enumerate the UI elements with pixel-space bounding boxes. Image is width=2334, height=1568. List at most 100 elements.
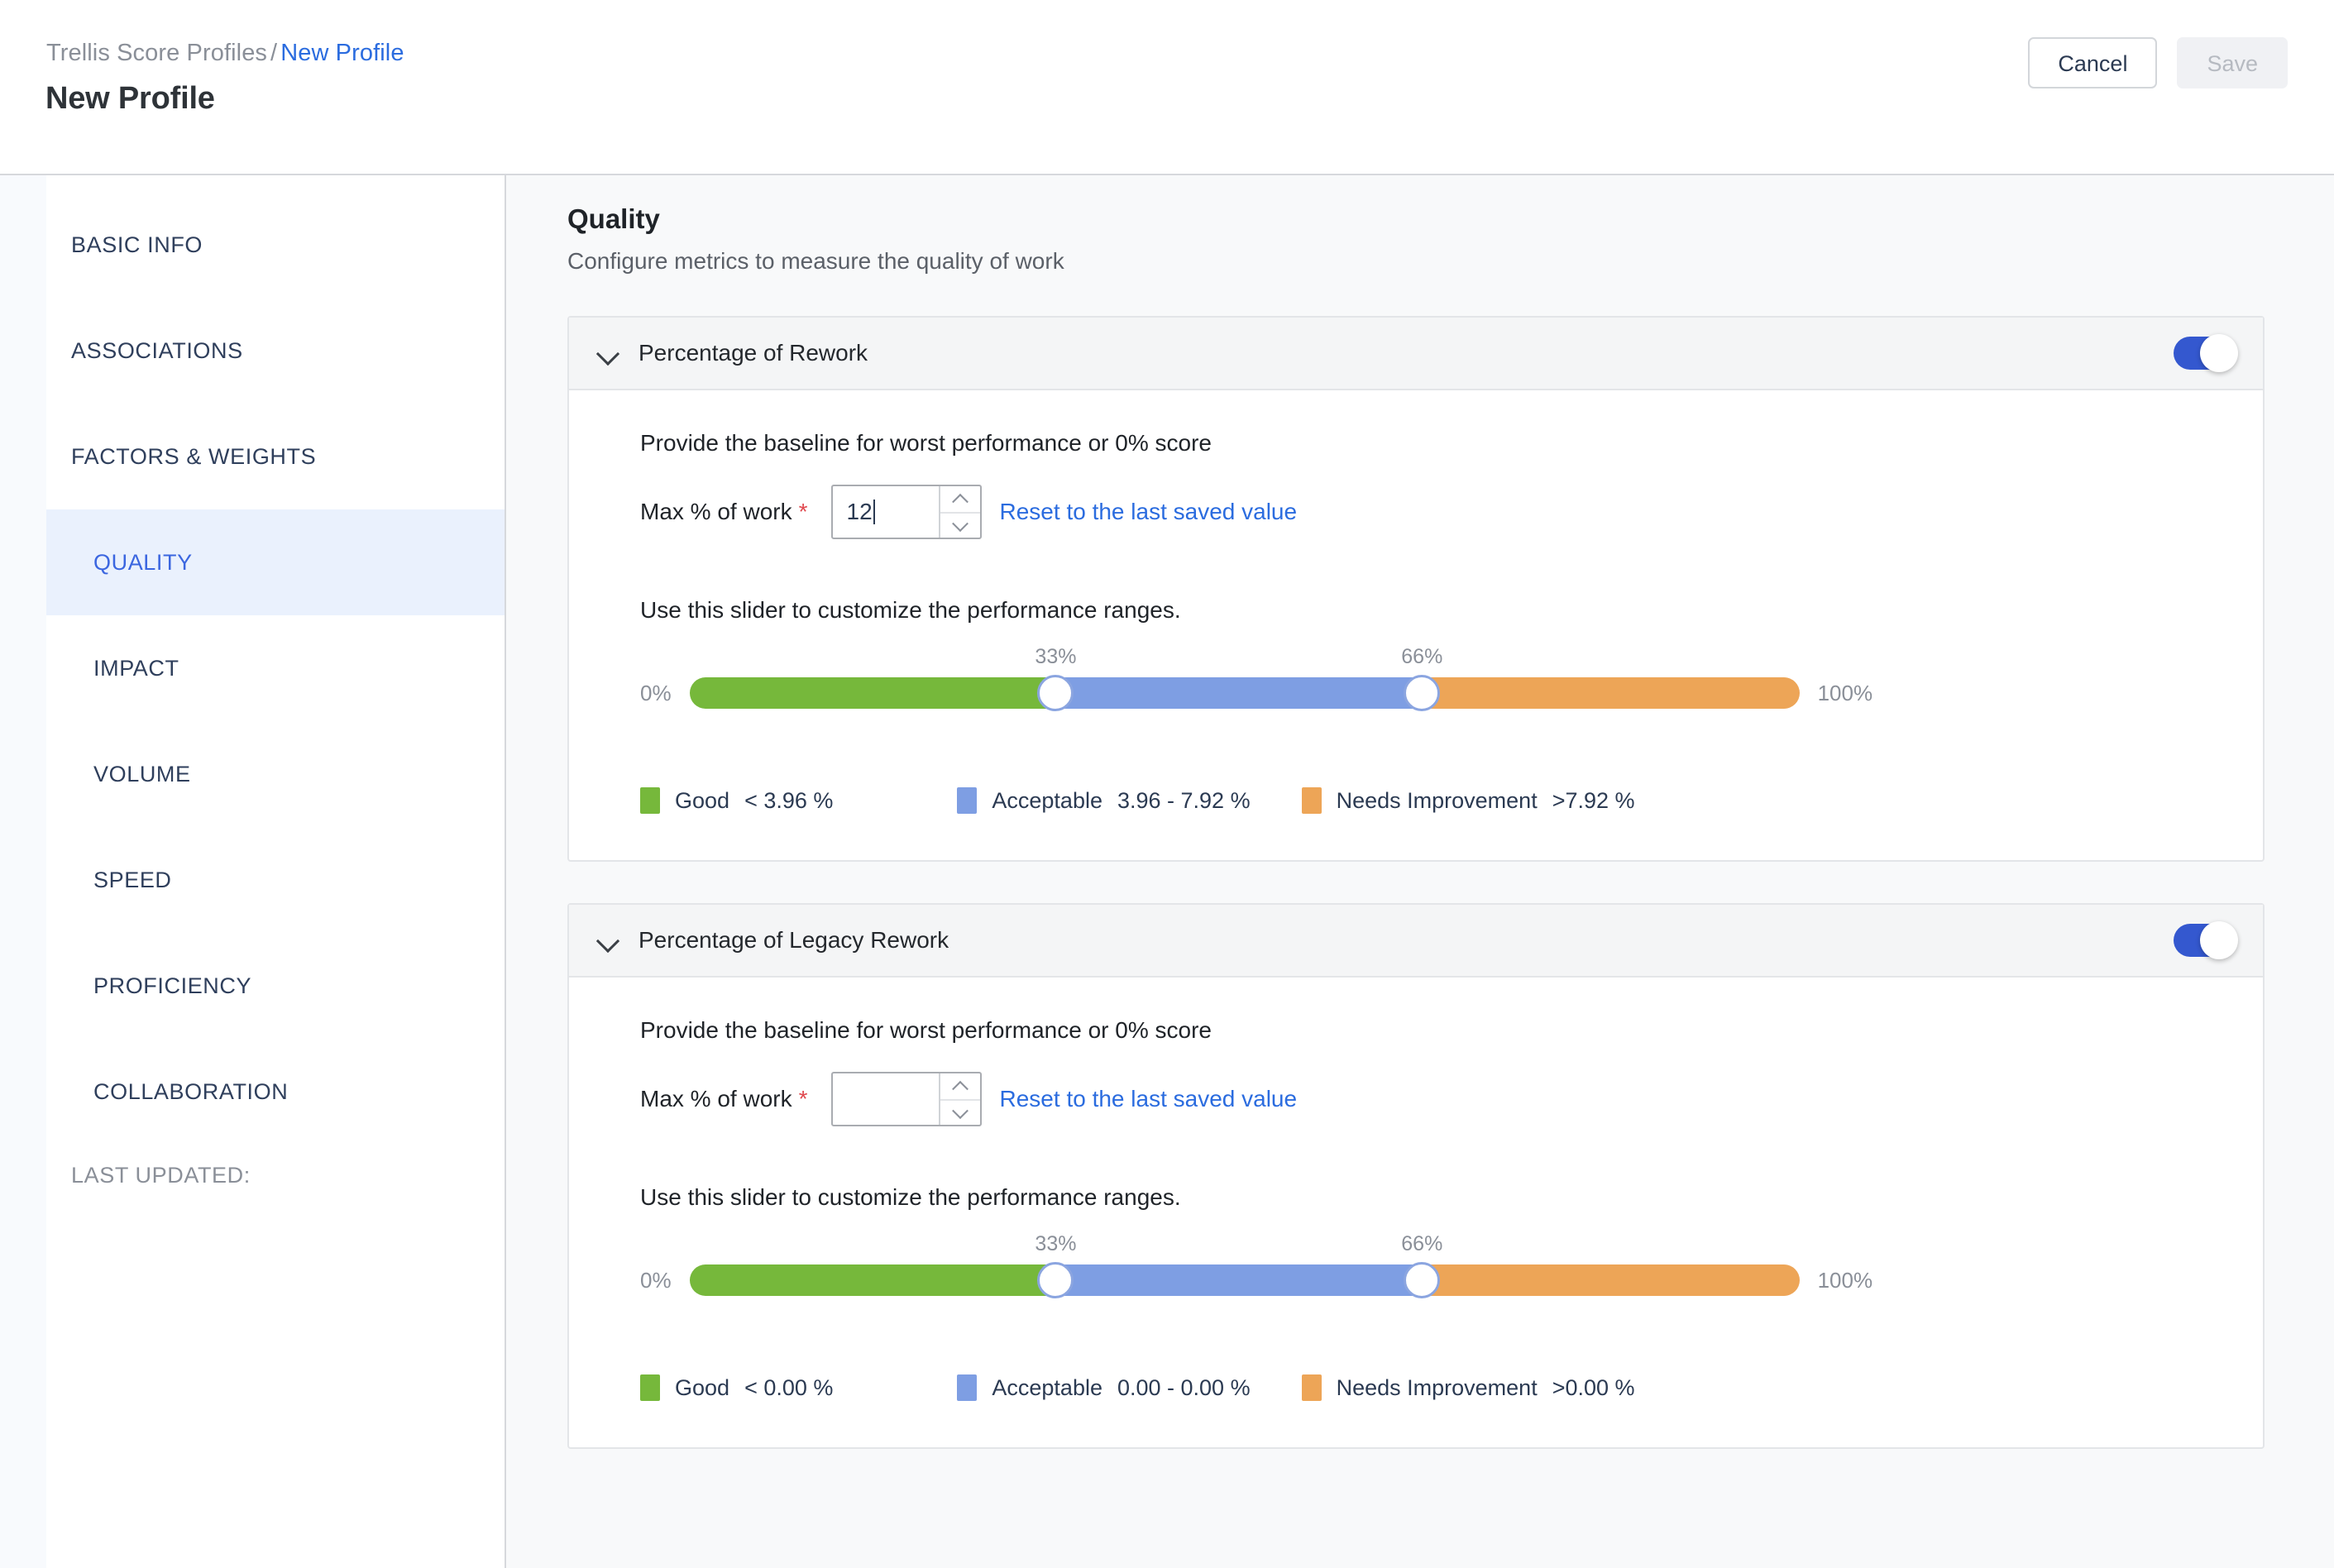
metric-card-title: Percentage of Rework: [639, 340, 868, 366]
legend-label-acceptable: Acceptable: [992, 1374, 1102, 1400]
breadcrumb: Trellis Score Profiles / New Profile: [46, 40, 404, 67]
reset-to-last-saved-link[interactable]: Reset to the last saved value: [999, 1086, 1298, 1111]
slider-thumb-2[interactable]: [1404, 1262, 1441, 1298]
sidebar-item-label: BASIC INFO: [71, 232, 203, 257]
required-asterisk: *: [798, 1086, 808, 1111]
slider-min-label: 0%: [640, 680, 672, 705]
section-title: Quality: [567, 203, 660, 234]
sidebar-item-label: ASSOCIATIONS: [71, 337, 243, 363]
legend-swatch-acceptable: [957, 787, 978, 814]
slider-thumb-2-label: 66%: [1401, 645, 1443, 668]
slider-max-label: 100%: [1817, 680, 1873, 705]
metric-enable-toggle[interactable]: [2174, 921, 2238, 959]
metric-card-header[interactable]: Percentage of Legacy Rework: [569, 905, 2263, 978]
sidebar-item-proficiency[interactable]: PROFICIENCY: [46, 933, 505, 1039]
stepper-buttons: [938, 1073, 980, 1125]
slider-thumb-2-label: 66%: [1401, 1232, 1443, 1255]
slider-min-label: 0%: [640, 1267, 672, 1293]
max-percent-label-text: Max % of work: [640, 499, 792, 524]
slider-max-label: 100%: [1817, 1267, 1873, 1293]
legend-item-good: Good < 0.00 %: [640, 1374, 833, 1401]
metric-card: Percentage of Rework Provide the baseline…: [567, 316, 2265, 862]
metric-card-title: Percentage of Legacy Rework: [639, 927, 949, 953]
sidebar-item-label: COLLABORATION: [93, 1078, 289, 1104]
slider-thumb-2[interactable]: [1404, 675, 1441, 711]
legend-swatch-needs-improvement: [1301, 1374, 1322, 1401]
stepper-decrement-button[interactable]: [940, 512, 980, 538]
sidebar-item-label: PROFICIENCY: [93, 973, 252, 998]
stepper-decrement-button[interactable]: [940, 1099, 980, 1125]
section-subtitle: Configure metrics to measure the quality…: [567, 248, 1064, 274]
legend-swatch-good: [640, 1374, 660, 1401]
legend-item-acceptable: Acceptable 3.96 - 7.92 %: [957, 787, 1251, 814]
metric-enable-toggle[interactable]: [2174, 334, 2238, 372]
sidebar-item-label: IMPACT: [93, 655, 179, 681]
chevron-down-icon[interactable]: [597, 930, 619, 951]
sidebar-item-volume[interactable]: VOLUME: [46, 721, 505, 827]
performance-range-slider[interactable]: 0% 33% 66% 100%: [640, 645, 2263, 734]
legend-range-needs-improvement: >0.00 %: [1552, 1374, 1635, 1400]
breadcrumb-current[interactable]: New Profile: [280, 40, 404, 66]
max-percent-input[interactable]: 12: [833, 486, 939, 538]
performance-range-slider[interactable]: 0% 33% 66% 100%: [640, 1232, 2263, 1322]
baseline-prompt: Provide the baseline for worst performan…: [640, 1017, 1212, 1043]
slider-segment-good: [689, 677, 1056, 709]
top-bar-actions: Cancel Save: [2028, 37, 2288, 88]
sidebar-item-quality[interactable]: QUALITY: [46, 509, 505, 615]
slider-thumb-1[interactable]: [1037, 675, 1074, 711]
max-percent-value: 12: [846, 499, 873, 524]
max-percent-label: Max % of work *: [640, 499, 808, 525]
legend-range-acceptable: 0.00 - 0.00 %: [1117, 1374, 1251, 1400]
slider-segment-needs-improvement: [1422, 677, 1800, 709]
stepper-increment-button[interactable]: [940, 1073, 980, 1099]
sidebar-item-label: FACTORS & WEIGHTS: [71, 443, 317, 469]
save-button[interactable]: Save: [2177, 37, 2288, 88]
legend-label-good: Good: [675, 787, 730, 813]
max-percent-stepper[interactable]: [830, 1072, 982, 1126]
sidebar-item-label: SPEED: [93, 867, 172, 892]
sidebar-item-impact[interactable]: IMPACT: [46, 615, 505, 721]
sidebar-item-basic-info[interactable]: BASIC INFO: [46, 192, 505, 298]
body-split: BASIC INFO ASSOCIATIONS FACTORS & WEIGHTS Q…: [0, 175, 2334, 1568]
legend-swatch-good: [640, 787, 660, 814]
sidebar-nav: BASIC INFO ASSOCIATIONS FACTORS & WEIGHTS Q…: [46, 175, 506, 1568]
legend-label-acceptable: Acceptable: [992, 787, 1102, 813]
slider-segment-acceptable: [1055, 677, 1423, 709]
legend-label-needs-improvement: Needs Improvement: [1336, 787, 1538, 813]
max-percent-input[interactable]: [833, 1073, 939, 1125]
metric-card-body: Provide the baseline for worst performan…: [569, 390, 2263, 860]
legend-swatch-needs-improvement: [1301, 787, 1322, 814]
sidebar-item-factors-weights[interactable]: FACTORS & WEIGHTS: [46, 404, 505, 509]
slider-segment-needs-improvement: [1422, 1264, 1800, 1296]
sidebar-item-collaboration[interactable]: COLLABORATION: [46, 1039, 505, 1145]
toggle-knob: [2200, 334, 2238, 372]
slider-track[interactable]: 33% 66%: [689, 1232, 1800, 1298]
metric-card-body: Provide the baseline for worst performan…: [569, 978, 2263, 1447]
chevron-down-icon[interactable]: [597, 342, 619, 364]
metric-card-header[interactable]: Percentage of Rework: [569, 318, 2263, 390]
max-percent-stepper[interactable]: 12: [830, 485, 982, 539]
left-gutter: [0, 175, 46, 1568]
page-title: New Profile: [45, 81, 215, 116]
max-percent-label: Max % of work *: [640, 1086, 808, 1112]
slider-segment-good: [689, 1264, 1056, 1296]
stepper-increment-button[interactable]: [940, 486, 980, 512]
slider-thumb-1-label: 33%: [1035, 645, 1077, 668]
sidebar-item-label: QUALITY: [93, 549, 193, 575]
stepper-buttons: [938, 486, 980, 538]
breadcrumb-separator: /: [270, 40, 278, 66]
top-bar: Trellis Score Profiles / New Profile New P…: [0, 0, 2334, 175]
cancel-button[interactable]: Cancel: [2028, 37, 2158, 88]
sidebar-item-associations[interactable]: ASSOCIATIONS: [46, 298, 505, 404]
slider-thumb-1[interactable]: [1037, 1262, 1074, 1298]
breadcrumb-root[interactable]: Trellis Score Profiles: [46, 40, 268, 66]
baseline-prompt: Provide the baseline for worst performan…: [640, 430, 1212, 456]
slider-track[interactable]: 33% 66%: [689, 645, 1800, 711]
legend-label-needs-improvement: Needs Improvement: [1336, 1374, 1538, 1400]
baseline-field-row: Max % of work * 12 Reset to the last saved …: [640, 485, 2263, 539]
sidebar-item-speed[interactable]: SPEED: [46, 827, 505, 933]
performance-legend: Good < 3.96 % Acceptable 3.96 - 7.92 % Needs…: [640, 787, 2263, 814]
text-caret: [873, 500, 875, 524]
reset-to-last-saved-link[interactable]: Reset to the last saved value: [999, 499, 1298, 524]
